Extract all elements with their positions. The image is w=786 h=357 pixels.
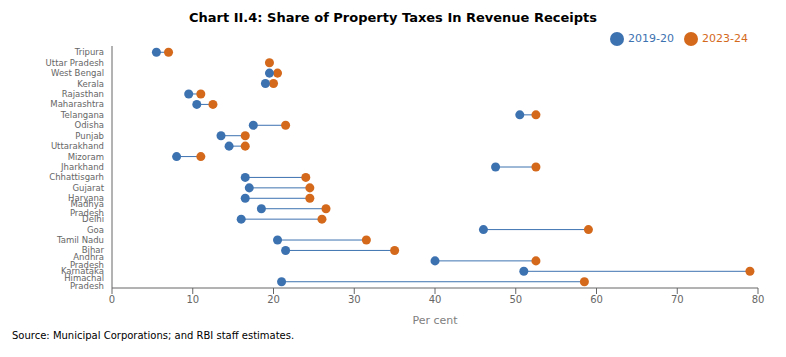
svg-text:Chhattisgarh: Chhattisgarh [49,172,104,182]
svg-text:Uttarakhand: Uttarakhand [51,141,104,151]
svg-text:Goa: Goa [87,225,104,235]
svg-text:Jharkhand: Jharkhand [60,162,104,172]
svg-text:60: 60 [590,294,603,305]
svg-text:West Bengal: West Bengal [51,68,104,78]
svg-text:Kerala: Kerala [77,79,104,89]
svg-text:Rajasthan: Rajasthan [62,89,104,99]
svg-text:Tripura: Tripura [74,47,104,57]
svg-text:Odisha: Odisha [75,120,104,130]
svg-text:30: 30 [348,294,361,305]
svg-text:Telangana: Telangana [60,110,104,120]
svg-text:40: 40 [429,294,442,305]
svg-text:Uttar Pradesh: Uttar Pradesh [46,58,104,68]
svg-text:80: 80 [752,294,765,305]
svg-text:70: 70 [671,294,684,305]
svg-text:10: 10 [186,294,199,305]
svg-text:50: 50 [509,294,522,305]
svg-text:HimachalPradesh: HimachalPradesh [64,273,104,292]
svg-text:Delhi: Delhi [82,214,104,224]
svg-text:Punjab: Punjab [75,131,104,141]
svg-text:Gujarat: Gujarat [72,183,104,193]
svg-text:Mizoram: Mizoram [68,152,104,162]
svg-text:Maharashtra: Maharashtra [50,99,104,109]
svg-text:0: 0 [109,294,115,305]
svg-text:Per cent: Per cent [412,314,458,327]
svg-text:Tamil Nadu: Tamil Nadu [56,235,104,245]
svg-text:20: 20 [267,294,280,305]
